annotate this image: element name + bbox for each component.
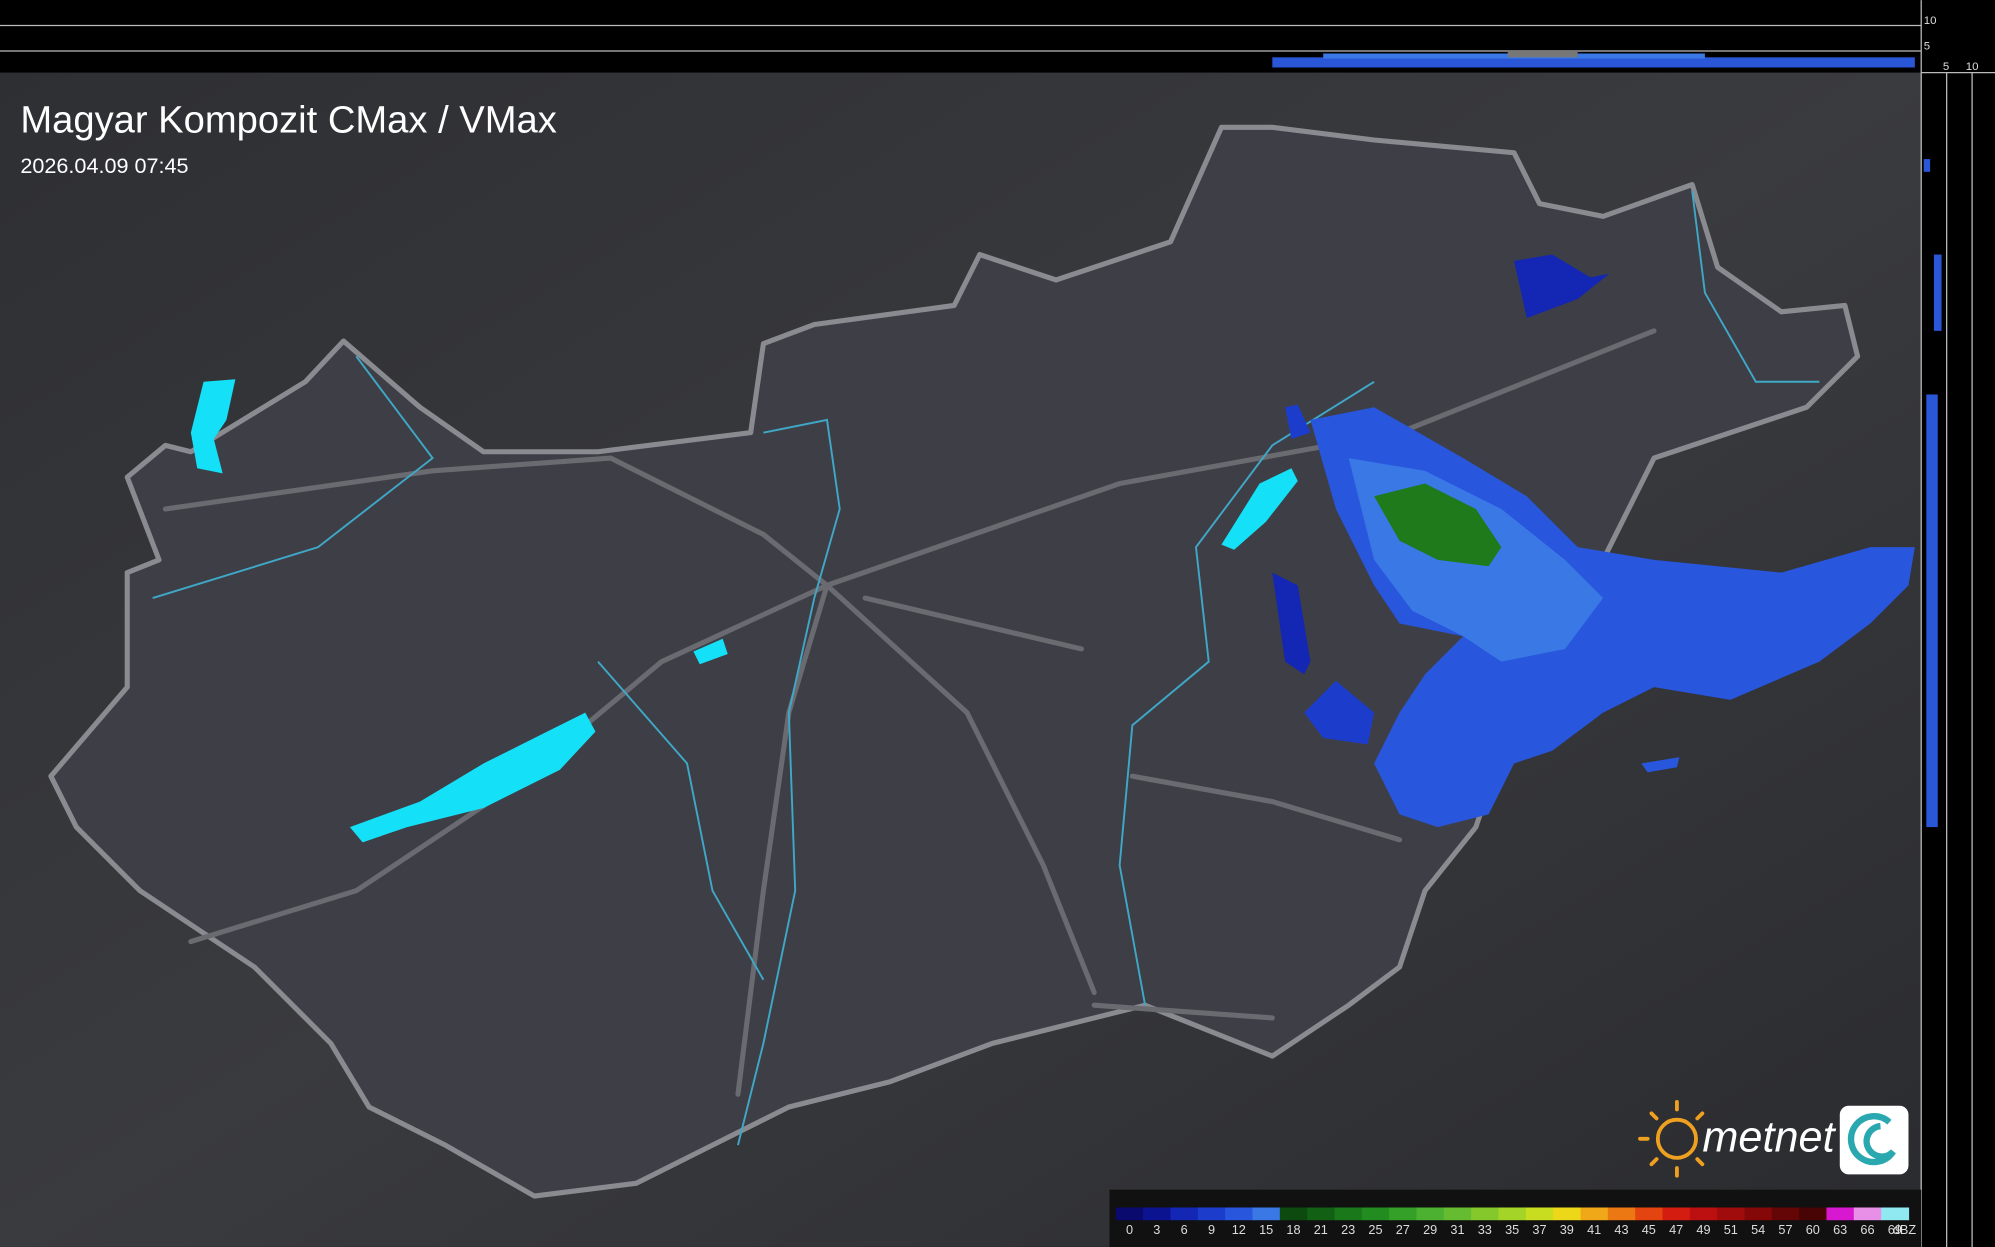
legend-swatch	[1334, 1207, 1363, 1221]
legend-label: 45	[1642, 1222, 1656, 1237]
legend-label: 27	[1396, 1222, 1410, 1237]
logo-text: metnet	[1702, 1114, 1836, 1162]
legend-swatch	[1607, 1207, 1636, 1221]
legend-swatch	[1744, 1207, 1773, 1221]
legend-label: 35	[1505, 1222, 1519, 1237]
legend-label: 63	[1833, 1222, 1847, 1237]
legend-swatch	[1170, 1207, 1199, 1221]
legend-label: 51	[1724, 1222, 1738, 1237]
legend-label: 18	[1286, 1222, 1300, 1237]
legend-label: 60	[1806, 1222, 1820, 1237]
legend-label: 21	[1314, 1222, 1328, 1237]
profile-tick: 10	[1924, 15, 1937, 27]
legend-label: 41	[1587, 1222, 1601, 1237]
legend-label: 9	[1208, 1222, 1215, 1237]
lakes	[190, 379, 1298, 843]
country-outline	[48, 124, 1861, 1199]
legend-swatch	[1197, 1207, 1226, 1221]
legend-swatch	[1361, 1207, 1390, 1221]
legend-unit: dBZ	[1893, 1222, 1917, 1237]
legend-swatch	[1525, 1207, 1554, 1221]
legend-label: 33	[1478, 1222, 1492, 1237]
legend-swatch	[1717, 1207, 1746, 1221]
legend-swatch	[1252, 1207, 1281, 1221]
legend-label: 6	[1181, 1222, 1188, 1237]
legend-label: 49	[1696, 1222, 1710, 1237]
legend-swatch	[1143, 1207, 1172, 1221]
legend-label: 12	[1232, 1222, 1246, 1237]
legend-swatch	[1799, 1207, 1828, 1221]
legend-label: 29	[1423, 1222, 1437, 1237]
legend-swatch	[1881, 1207, 1910, 1221]
legend-swatch	[1443, 1207, 1472, 1221]
side-profile	[1920, 0, 1995, 1247]
legend-label: 3	[1153, 1222, 1160, 1237]
legend-swatch	[1498, 1207, 1527, 1221]
legend-label: 43	[1614, 1222, 1628, 1237]
legend-swatch	[1771, 1207, 1800, 1221]
legend: 0 3 6 9 12 15 18 21 23 25 27 29 31 33 35 37 39 41 43 45 47 49…	[1115, 1207, 1917, 1237]
legend-swatch	[1279, 1207, 1308, 1221]
legend-swatch	[1635, 1207, 1664, 1221]
legend-label: 57	[1778, 1222, 1792, 1237]
top-profile	[0, 24, 1922, 68]
legend-label: 31	[1450, 1222, 1464, 1237]
legend-swatch	[1225, 1207, 1254, 1221]
legend-swatch	[1416, 1207, 1445, 1221]
timestamp: 2026.04.09 07:45	[20, 153, 188, 178]
legend-swatch	[1115, 1207, 1144, 1221]
legend-label: 0	[1126, 1222, 1133, 1237]
legend-label: 54	[1751, 1222, 1765, 1237]
logo: metnet	[1638, 1099, 1909, 1178]
legend-swatch	[1853, 1207, 1882, 1221]
legend-swatch	[1553, 1207, 1582, 1221]
legend-label: 39	[1560, 1222, 1574, 1237]
legend-label: 47	[1669, 1222, 1683, 1237]
legend-swatch	[1389, 1207, 1418, 1221]
map-title: Magyar Kompozit CMax / VMax	[20, 98, 556, 141]
legend-label: 37	[1532, 1222, 1546, 1237]
profile-tick: 10	[1966, 61, 1979, 73]
legend-swatch	[1471, 1207, 1500, 1221]
legend-label: 69	[1888, 1222, 1902, 1237]
legend-swatch	[1689, 1207, 1718, 1221]
roads	[162, 328, 1657, 1097]
legend-swatch	[1307, 1207, 1336, 1221]
radar-echoes	[1272, 254, 1915, 828]
profile-tick: 5	[1943, 61, 1949, 73]
legend-label: 23	[1341, 1222, 1355, 1237]
legend-label: 15	[1259, 1222, 1273, 1237]
legend-label: 25	[1368, 1222, 1382, 1237]
legend-swatch	[1580, 1207, 1609, 1221]
legend-label: 66	[1860, 1222, 1874, 1237]
rivers	[152, 190, 1820, 1146]
profile-tick: 5	[1924, 41, 1930, 53]
legend-swatch	[1662, 1207, 1691, 1221]
legend-swatch	[1826, 1207, 1855, 1221]
